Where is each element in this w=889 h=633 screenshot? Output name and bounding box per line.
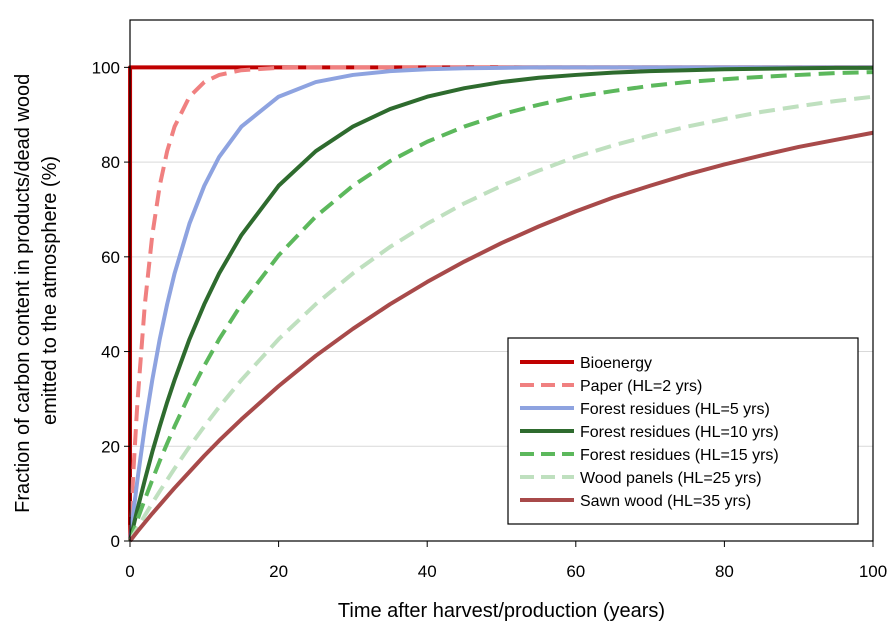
y-tick-label: 40 [101, 343, 120, 362]
series-line-5 [128, 94, 874, 542]
legend-label-5: Wood panels (HL=25 yrs) [580, 470, 762, 487]
series-line-3 [128, 65, 873, 542]
x-tick-label: 20 [269, 562, 288, 581]
y-tick-label: 80 [101, 153, 120, 172]
legend-label-1: Paper (HL=2 yrs) [580, 378, 702, 395]
series-line-4 [128, 70, 874, 542]
legend: Bioenergy Paper (HL=2 yrs) Forest residues… [507, 337, 859, 525]
axis-ticks [124, 66, 874, 547]
x-tick-label: 60 [566, 562, 585, 581]
x-tick-label: 100 [859, 562, 887, 581]
legend-label-0: Bioenergy [580, 355, 652, 372]
x-tick-label: 40 [418, 562, 437, 581]
y-tick-label: 0 [111, 532, 120, 551]
series-line-2 [128, 65, 873, 542]
y-axis-title: Fraction of carbon content in products/d… [12, 68, 61, 513]
tick-labels: 0 20 40 60 80 100 0 20 40 60 80 100 [92, 58, 888, 581]
plot-frame [129, 19, 874, 542]
y-tick-label: 60 [101, 248, 120, 267]
legend-items: Bioenergy Paper (HL=2 yrs) Forest residues… [520, 355, 779, 510]
legend-label-6: Sawn wood (HL=35 yrs) [580, 493, 751, 510]
x-tick-label: 80 [715, 562, 734, 581]
legend-label-4: Forest residues (HL=15 yrs) [580, 447, 779, 464]
x-axis-title: Time after harvest/production (years) [338, 600, 665, 622]
y-tick-label: 100 [92, 58, 120, 77]
y-tick-label: 20 [101, 437, 120, 456]
x-tick-label: 0 [125, 562, 134, 581]
y-axis-title-line-1: Fraction of carbon content in products/d… [12, 74, 34, 513]
y-axis-title-line-2: emitted to the atmosphere (%) [39, 156, 61, 425]
series-line-6 [128, 130, 874, 543]
legend-label-3: Forest residues (HL=10 yrs) [580, 424, 779, 441]
legend-label-2: Forest residues (HL=5 yrs) [580, 401, 770, 418]
